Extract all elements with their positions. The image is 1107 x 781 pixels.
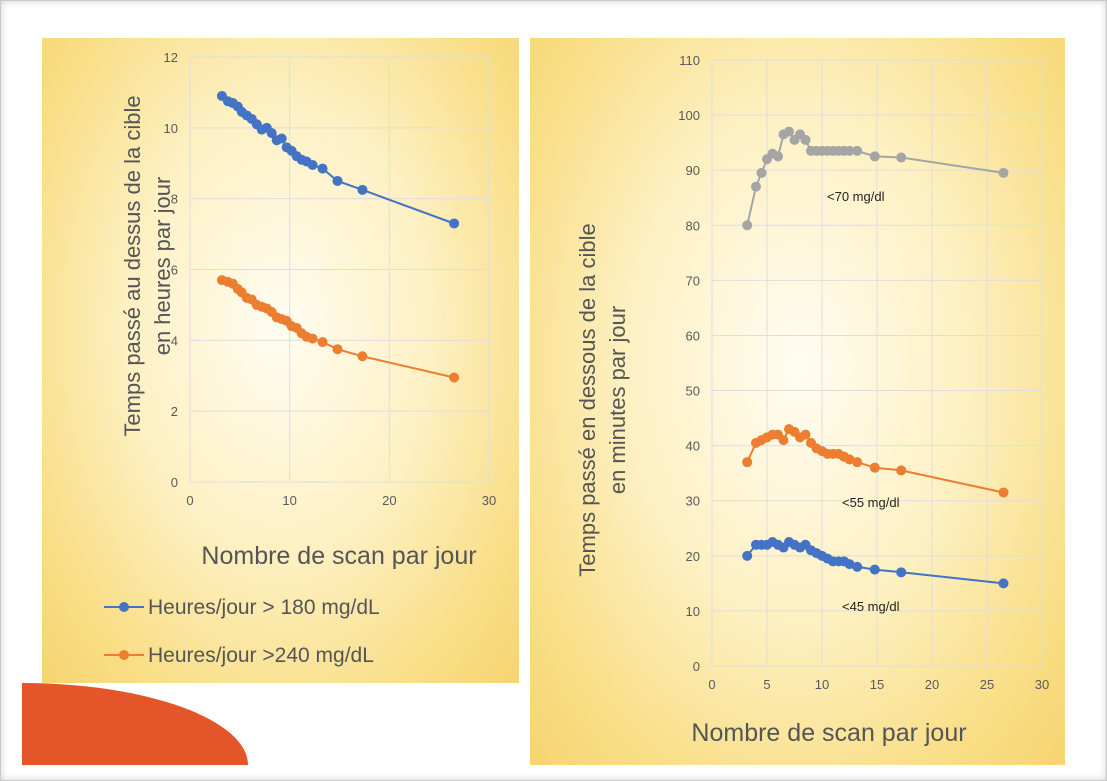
data-point-55-mg-dl xyxy=(844,454,855,465)
data-point-heures-jour-240-mg-dl xyxy=(332,344,343,355)
y-tick-label: 70 xyxy=(686,273,700,288)
data-point-70-mg-dl xyxy=(756,167,767,178)
y-tick-label: 80 xyxy=(686,218,700,233)
series-label-55-mg-dl: <55 mg/dl xyxy=(842,495,900,510)
y-tick-label: 0 xyxy=(171,475,178,490)
y-tick-label: 2 xyxy=(171,404,178,419)
data-point-heures-jour-240-mg-dl xyxy=(307,333,318,344)
y-tick-label: 12 xyxy=(164,50,178,65)
y-axis-label: Temps passé en dessous de la cible en min… xyxy=(575,223,630,576)
data-point-70-mg-dl xyxy=(869,151,880,162)
data-point-45-mg-dl xyxy=(844,559,855,570)
data-point-heures-jour-180-mg-dl xyxy=(332,175,343,186)
data-point-70-mg-dl xyxy=(998,167,1009,178)
y-tick-label: 50 xyxy=(686,384,700,399)
data-point-70-mg-dl xyxy=(742,220,753,231)
data-point-heures-jour-180-mg-dl xyxy=(357,184,368,195)
x-tick-label: 30 xyxy=(1035,677,1049,692)
data-point-45-mg-dl xyxy=(869,564,880,575)
data-point-55-mg-dl xyxy=(852,457,863,468)
left-chart-panel: 0 10 20 30 0 2 4 6 8 10 12 Temps passé au dessus de… xyxy=(42,38,519,683)
legend-marker xyxy=(119,602,129,612)
y-axis-label: Temps passé au dessus de la cible en heur… xyxy=(120,95,175,436)
x-tick-label: 0 xyxy=(708,677,715,692)
y-axis-label-line: Temps passé au dessus de la cible xyxy=(120,95,145,436)
right-chart-panel: 0 5 10 15 20 25 30 0 10 20 30 40 50 60 70 80 90 100 110 <70… xyxy=(530,38,1065,765)
data-point-70-mg-dl xyxy=(852,145,863,156)
data-point-45-mg-dl xyxy=(852,561,863,572)
data-point-55-mg-dl xyxy=(896,465,907,476)
x-tick-label: 10 xyxy=(282,493,296,508)
data-point-70-mg-dl xyxy=(751,181,761,192)
y-tick-label: 8 xyxy=(171,192,178,207)
x-tick-label: 25 xyxy=(980,677,994,692)
data-point-70-mg-dl xyxy=(844,145,855,156)
series-line-heures-jour-240-mg-dl xyxy=(221,279,455,379)
y-axis-label-line: Temps passé en dessous de la cible xyxy=(575,223,600,576)
data-point-55-mg-dl xyxy=(742,457,753,468)
data-point-70-mg-dl xyxy=(784,126,794,137)
y-tick-label: 90 xyxy=(686,163,700,178)
y-axis-label-line: en minutes par jour xyxy=(605,306,630,494)
data-point-45-mg-dl xyxy=(998,578,1009,589)
x-tick-label: 15 xyxy=(870,677,884,692)
data-point-heures-jour-240-mg-dl xyxy=(357,351,368,362)
legend-entry: Heures/jour >240 mg/dL xyxy=(148,644,374,667)
x-axis-label: Nombre de scan par jour xyxy=(691,719,966,747)
data-point-heures-jour-180-mg-dl xyxy=(449,218,460,229)
series-line-70-mg-dl xyxy=(746,130,1004,226)
y-tick-label: 10 xyxy=(686,604,700,619)
y-tick-label: 20 xyxy=(686,549,700,564)
series-line-heures-jour-180-mg-dl xyxy=(221,95,455,225)
data-point-heures-jour-180-mg-dl xyxy=(266,128,277,139)
y-tick-label: 30 xyxy=(686,494,700,509)
y-axis-label-line: en heures par jour xyxy=(150,177,175,356)
data-point-55-mg-dl xyxy=(998,487,1009,498)
y-tick-label: 100 xyxy=(678,108,700,123)
series-label-45-mg-dl: <45 mg/dl xyxy=(842,599,900,614)
y-tick-label: 60 xyxy=(686,328,700,343)
y-tick-label: 0 xyxy=(693,659,700,674)
x-tick-label: 30 xyxy=(482,493,496,508)
left-chart: 0 10 20 30 0 2 4 6 8 10 12 Temps passé au dessus de… xyxy=(104,50,496,667)
data-point-70-mg-dl xyxy=(800,134,811,145)
data-point-heures-jour-240-mg-dl xyxy=(449,372,460,383)
x-tick-label: 0 xyxy=(186,493,193,508)
data-point-heures-jour-180-mg-dl xyxy=(307,160,318,171)
data-point-heures-jour-180-mg-dl xyxy=(317,163,328,174)
x-tick-label: 5 xyxy=(763,677,770,692)
x-tick-label: 20 xyxy=(925,677,939,692)
data-point-heures-jour-180-mg-dl xyxy=(276,133,287,144)
x-axis-label: Nombre de scan par jour xyxy=(201,542,476,570)
y-tick-label: 4 xyxy=(171,333,178,348)
data-point-70-mg-dl xyxy=(896,152,907,163)
x-tick-label: 20 xyxy=(382,493,396,508)
data-point-45-mg-dl xyxy=(896,567,907,578)
y-tick-label: 110 xyxy=(679,53,700,68)
data-point-70-mg-dl xyxy=(773,151,783,162)
y-tick-label: 6 xyxy=(171,263,178,278)
data-point-55-mg-dl xyxy=(800,429,811,440)
data-point-55-mg-dl xyxy=(869,462,880,473)
right-chart: 0 5 10 15 20 25 30 0 10 20 30 40 50 60 70 80 90 100 110 <70… xyxy=(575,53,1049,747)
x-tick-label: 10 xyxy=(815,677,829,692)
data-point-45-mg-dl xyxy=(742,550,753,561)
y-tick-label: 10 xyxy=(164,121,178,136)
legend-entry: Heures/jour > 180 mg/dL xyxy=(148,596,380,619)
series-label-70-mg-dl: <70 mg/dl xyxy=(827,189,885,204)
legend-marker xyxy=(119,650,129,660)
data-point-55-mg-dl xyxy=(778,435,789,446)
data-point-heures-jour-240-mg-dl xyxy=(317,337,328,348)
y-tick-label: 40 xyxy=(686,439,700,454)
